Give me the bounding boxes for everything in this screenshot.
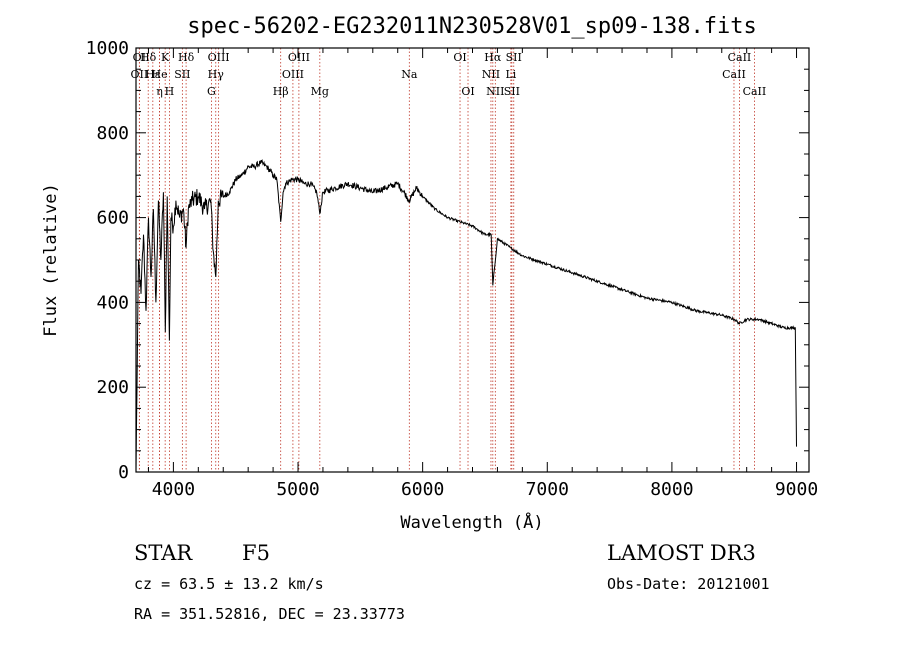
- chart-title: spec-56202-EG232011N230528V01_sp09-138.f…: [187, 14, 757, 39]
- x-tick-label: 5000: [276, 479, 319, 500]
- line-marker-label: CaII: [722, 68, 746, 81]
- survey-name: LAMOST DR3: [607, 541, 756, 565]
- line-marker-label: Mg: [311, 85, 329, 98]
- line-marker-label: Hε: [145, 68, 161, 81]
- y-tick-label: 0: [118, 462, 129, 483]
- y-tick-label: 400: [96, 292, 129, 313]
- y-tick-label: 800: [96, 123, 129, 144]
- coordinates: RA = 351.52816, DEC = 23.33773: [134, 605, 405, 623]
- line-marker-label: OI: [453, 51, 466, 64]
- x-tick-label: 9000: [775, 479, 818, 500]
- line-marker-label: OI: [133, 51, 146, 64]
- x-tick-label: 6000: [401, 479, 444, 500]
- line-marker-label: Hβ: [273, 85, 289, 98]
- x-tick-label: 8000: [650, 479, 693, 500]
- line-marker-label: OI: [461, 85, 474, 98]
- x-tick-label: 4000: [152, 479, 195, 500]
- y-tick-label: 200: [96, 377, 129, 398]
- x-tick-labels: 4000 5000 6000 7000 8000 9000: [152, 479, 819, 500]
- line-marker-label: SII: [174, 68, 190, 81]
- line-marker-label: Li: [505, 68, 516, 81]
- line-marker-label: CaII: [728, 51, 752, 64]
- line-marker-label: SII: [506, 51, 522, 64]
- line-markers: [138, 48, 755, 472]
- line-marker-label: Hγ: [208, 68, 225, 81]
- line-marker-label: OIII: [208, 51, 230, 64]
- line-marker-label: Hα: [484, 51, 502, 64]
- spectrum-line: [135, 158, 797, 470]
- observation-date: Obs-Date: 20121001: [607, 575, 770, 593]
- object-subclass: F5: [242, 541, 270, 565]
- line-marker-label: η: [156, 85, 163, 98]
- axis-ticks: [136, 47, 809, 473]
- x-axis-label: Wavelength (Å): [400, 511, 543, 533]
- line-marker-label: Na: [401, 68, 418, 81]
- line-marker-label: NII: [482, 68, 500, 81]
- line-marker-label: SII: [504, 85, 520, 98]
- line-marker-label: OII: [131, 68, 149, 81]
- line-marker-labels: Hδ K Hδ OIII OIII OI Hα SII CaII OI He SII Hγ OIII Na N…: [131, 51, 767, 98]
- line-marker-label: CaII: [743, 85, 767, 98]
- line-marker-label: G: [207, 85, 216, 98]
- y-tick-label: 600: [96, 208, 129, 229]
- y-tick-label: 1000: [86, 38, 129, 59]
- x-tick-label: 7000: [526, 479, 569, 500]
- line-marker-label: H: [165, 85, 175, 98]
- object-class: STAR: [134, 541, 193, 565]
- line-marker-label: He: [152, 68, 168, 81]
- line-marker-label: Hδ: [140, 51, 157, 64]
- line-marker-label: NII: [486, 85, 504, 98]
- line-marker-label: Hδ: [178, 51, 195, 64]
- y-tick-labels: 0 200 400 600 800 1000: [86, 38, 129, 483]
- line-marker-label: K: [161, 51, 170, 64]
- plot-frame: [135, 47, 810, 473]
- y-axis-label: Flux (relative): [41, 183, 61, 337]
- line-marker-label: OIII: [288, 51, 310, 64]
- line-marker-label: OIII: [282, 68, 304, 81]
- redshift-cz: cz = 63.5 ± 13.2 km/s: [134, 575, 324, 593]
